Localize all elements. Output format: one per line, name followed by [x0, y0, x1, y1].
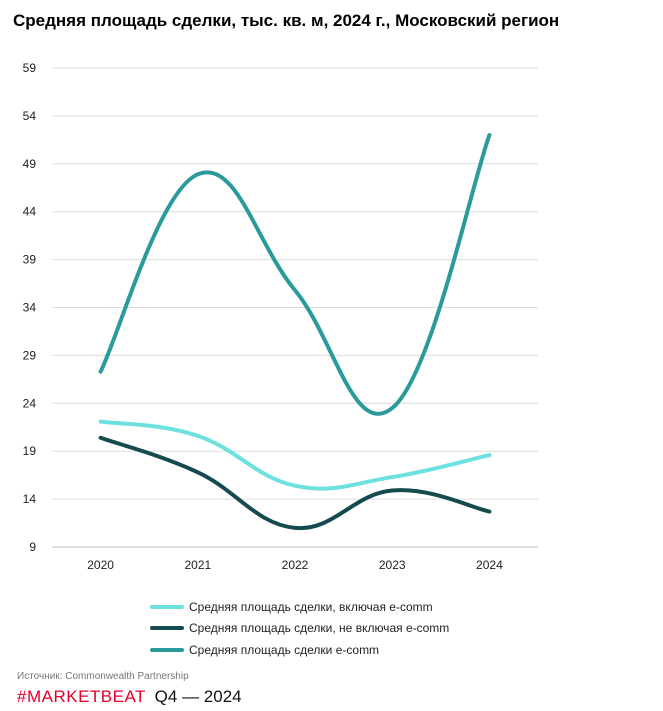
- x-tick-label: 2022: [282, 558, 309, 572]
- brand-name: #MARKETBEAT: [17, 687, 146, 706]
- legend-swatch-excl-ecomm: [150, 626, 184, 631]
- legend-label-ecomm: Средняя площадь сделки e-comm: [189, 642, 380, 657]
- report-period: Q4 — 2024: [154, 687, 242, 706]
- source-note: Источник: Commonwealth Partnership: [17, 671, 189, 682]
- y-tick-label: 14: [23, 492, 37, 506]
- x-tick-label: 2020: [87, 558, 114, 572]
- series-line-ecomm: [98, 133, 492, 416]
- y-tick-label: 39: [23, 253, 37, 267]
- series-line-excl-ecomm: [98, 435, 492, 530]
- line-chart: 59 54 49 44 39 34 29 24 19 14 9 2020 2021 2022 2023 202…: [23, 61, 538, 572]
- y-tick-label: 24: [23, 396, 37, 410]
- legend-item-excl-ecomm: Средняя площадь сделки, не включая e-com…: [150, 618, 449, 640]
- legend-label-incl-ecomm: Средняя площадь сделки, включая e-comm: [189, 599, 433, 614]
- x-tick-label: 2024: [476, 558, 503, 572]
- y-tick-label: 44: [23, 205, 37, 219]
- y-tick-label: 9: [29, 540, 36, 554]
- series-line-incl-ecomm: [98, 419, 492, 491]
- brand-footer: #MARKETBEAT Q4 — 2024: [17, 687, 242, 707]
- x-tick-label: 2023: [379, 558, 406, 572]
- legend-swatch-ecomm: [150, 647, 184, 652]
- y-tick-label: 54: [23, 109, 37, 123]
- y-tick-label: 29: [23, 348, 37, 362]
- y-tick-label: 34: [23, 301, 37, 315]
- legend-item-incl-ecomm: Средняя площадь сделки, включая e-comm: [150, 596, 449, 618]
- legend-label-excl-ecomm: Средняя площадь сделки, не включая e-com…: [189, 621, 450, 636]
- x-tick-label: 2021: [184, 558, 211, 572]
- y-tick-label: 49: [23, 157, 37, 171]
- y-tick-label: 19: [23, 444, 37, 458]
- chart-legend: Средняя площадь сделки, включая e-comm С…: [150, 596, 449, 661]
- legend-swatch-incl-ecomm: [150, 604, 184, 609]
- chart-title: Средняя площадь сделки, тыс. кв. м, 2024…: [13, 11, 560, 30]
- legend-item-ecomm: Средняя площадь сделки e-comm: [150, 639, 449, 661]
- y-tick-label: 59: [23, 61, 37, 75]
